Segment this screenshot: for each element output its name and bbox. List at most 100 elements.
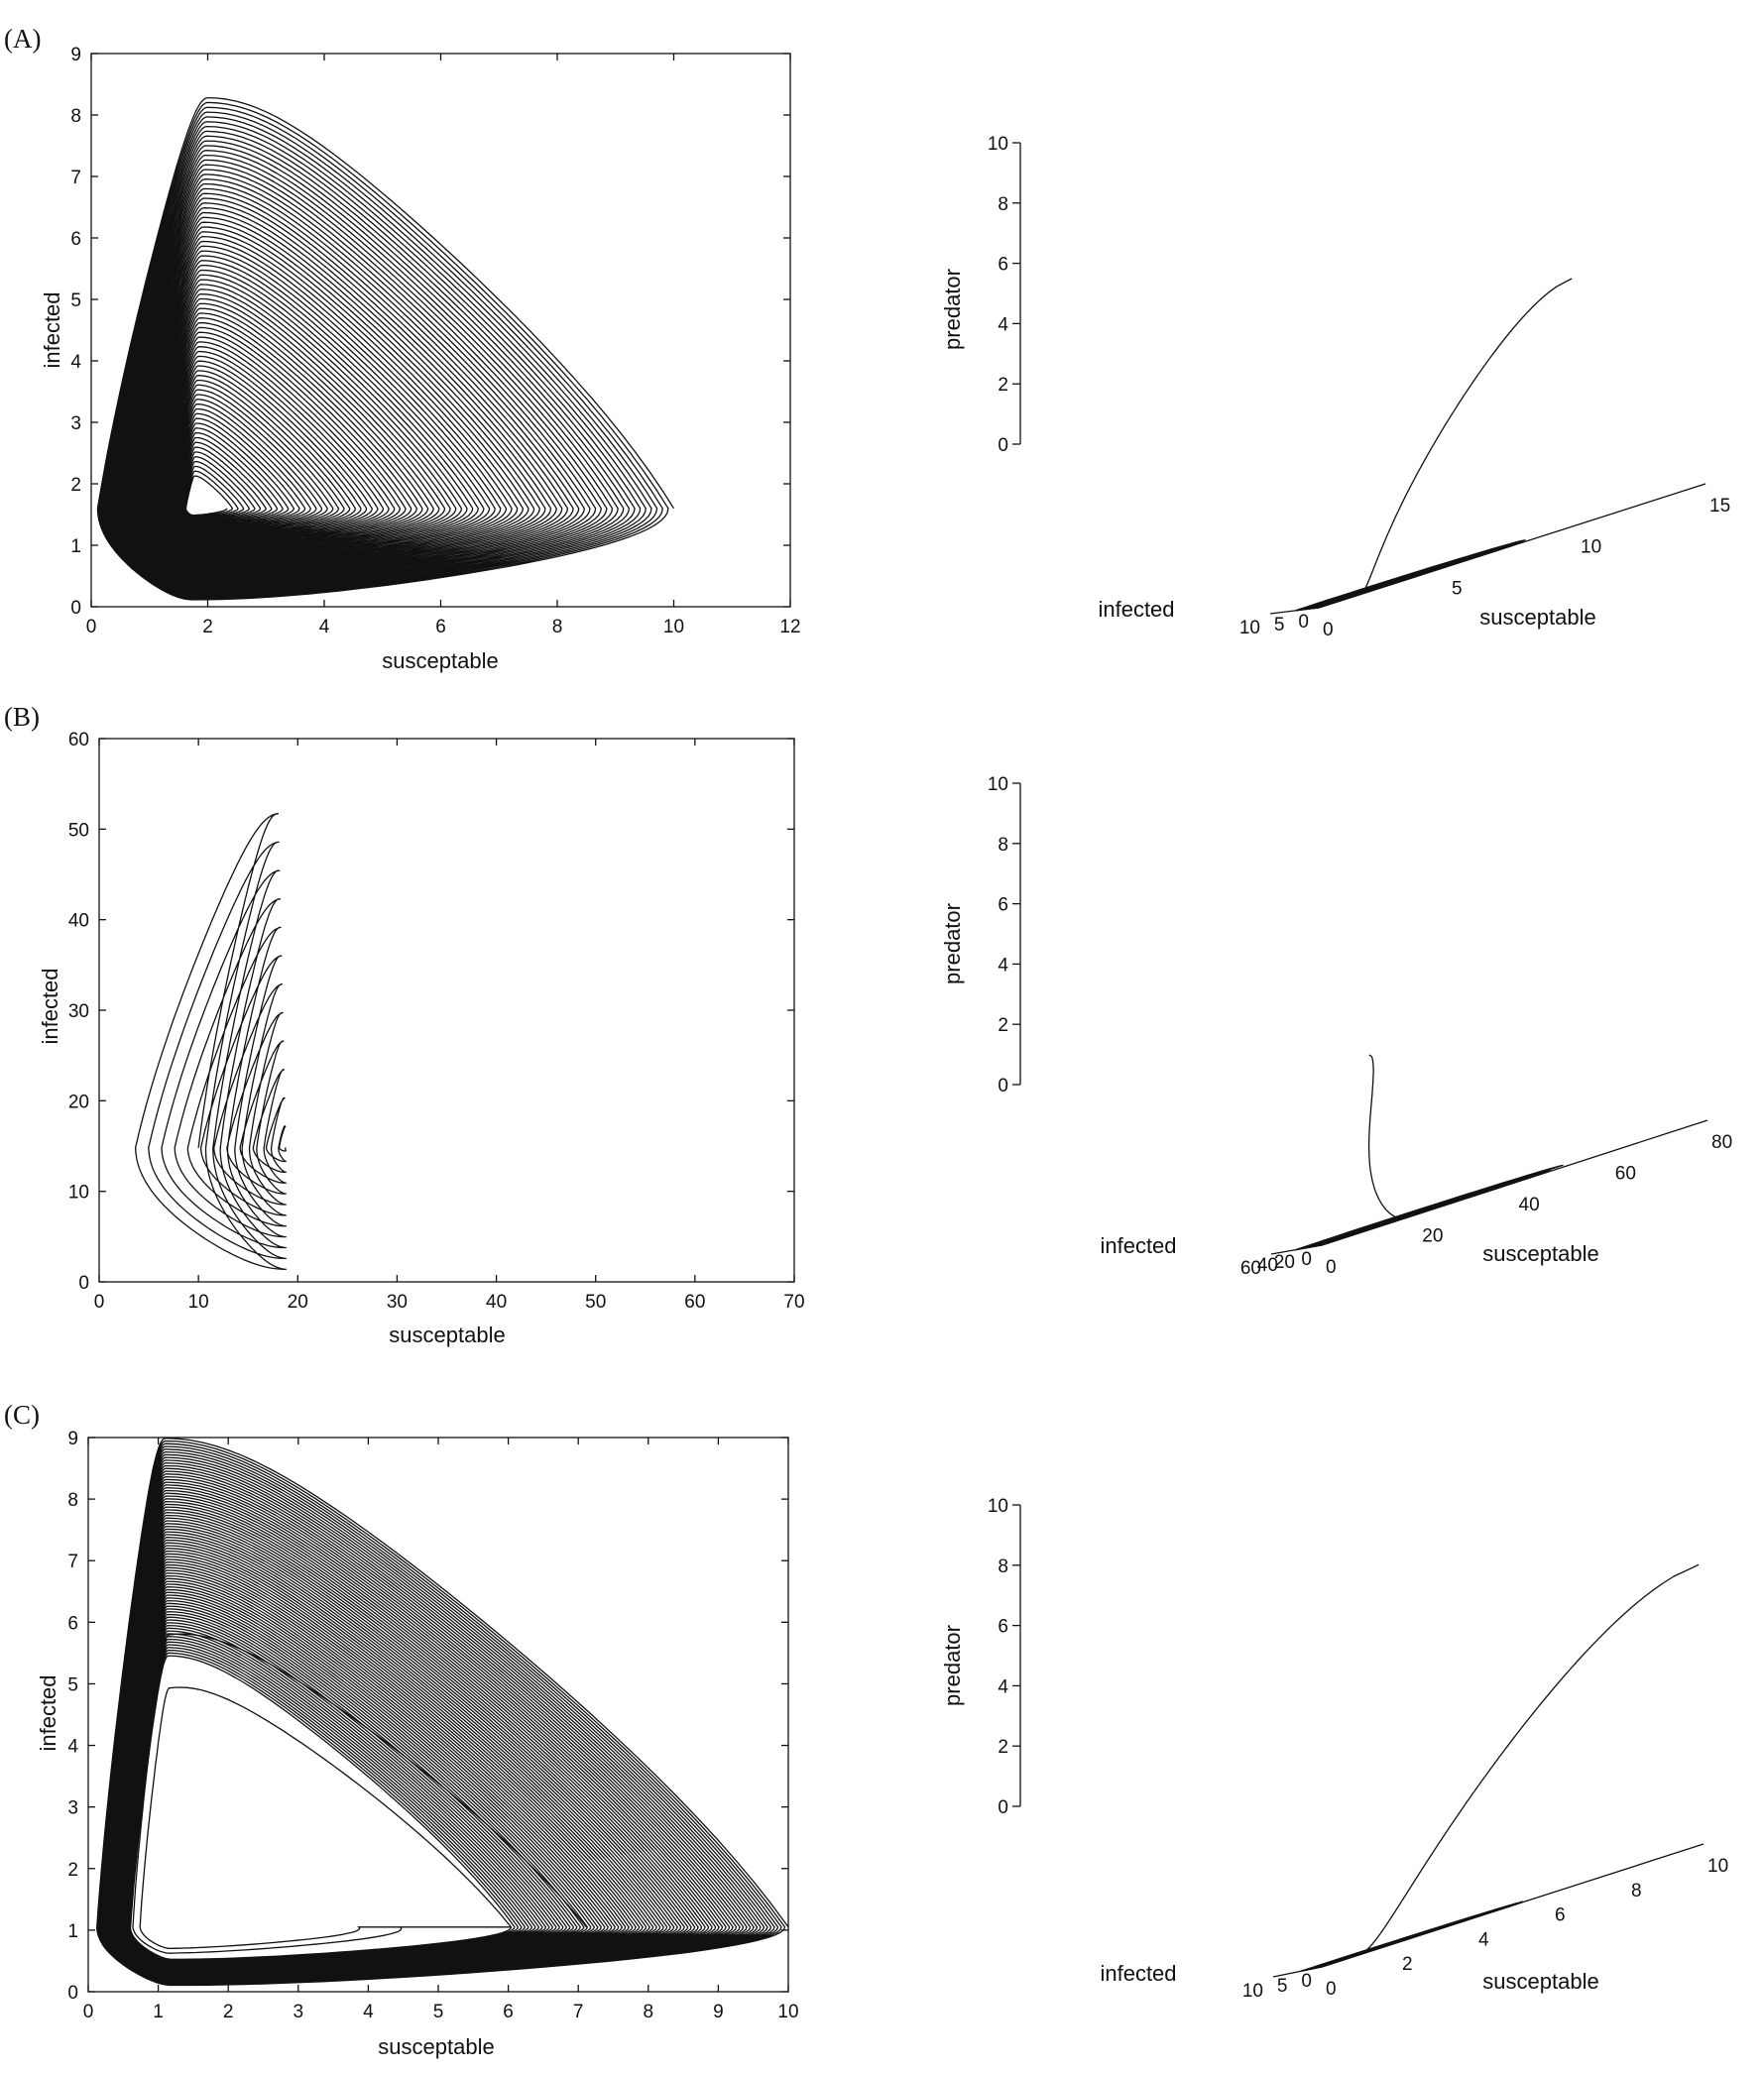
x-axis-title: susceptable (378, 2034, 494, 2059)
z-tick-label: 8 (998, 194, 1008, 215)
x-axis-title: susceptable (382, 648, 498, 673)
axes-box (98, 738, 795, 1283)
y-tick-label: 0 (78, 1273, 89, 1294)
x-tick-label: 10 (663, 617, 684, 637)
y-tick-label: 8 (67, 1490, 78, 1511)
y-tick-label: 10 (1239, 618, 1260, 638)
z-tick-label: 4 (998, 314, 1008, 335)
z-tick-label: 10 (988, 774, 1008, 795)
trajectory-curve (1294, 1054, 1564, 1251)
x-tick-label: 0 (83, 2002, 94, 2022)
x-tick-label: 0 (1323, 620, 1334, 640)
z-tick-label: 6 (998, 255, 1008, 276)
x-axis-title: susceptable (1482, 1969, 1598, 1994)
x-tick-label: 40 (486, 1292, 507, 1313)
x-tick-label: 70 (783, 1292, 804, 1313)
z-tick-label: 2 (998, 375, 1008, 396)
y-tick-label: 0 (1301, 1971, 1312, 1992)
x-tick-label: 40 (1519, 1195, 1540, 1215)
x-tick-label: 10 (1581, 537, 1601, 558)
y-axis-title: infected (40, 291, 64, 368)
plot-2d-c: susceptable infected 0 1 2 3 4 5 6 7 8 9 10 0 1 2 3 4 5 6… (36, 1429, 799, 2059)
x-tick-label: 30 (387, 1292, 408, 1313)
x-tick-label: 8 (1631, 1881, 1642, 1901)
y-tick-label: 6 (70, 229, 81, 250)
y-tick-label: 0 (70, 598, 81, 619)
x-tick-label: 12 (779, 617, 800, 637)
y-tick-label: 3 (70, 413, 81, 434)
y-tick-label: 9 (70, 45, 81, 65)
y-tick-label: 3 (67, 1798, 78, 1819)
x-tick-label: 0 (94, 1292, 105, 1313)
y-tick-label: 0 (1301, 1249, 1312, 1270)
x-tick-label: 60 (684, 1292, 705, 1313)
x-tick-label: 8 (552, 617, 563, 637)
x-tick-label: 0 (1326, 1257, 1337, 1278)
x-tick-label: 4 (363, 2002, 374, 2022)
z-tick-label: 4 (998, 955, 1008, 976)
x-tick-label: 6 (435, 617, 446, 637)
y-axis-title: infected (1100, 1233, 1176, 1258)
trajectory-curve (96, 1438, 789, 1987)
x-tick-label: 6 (503, 2002, 514, 2022)
x-tick-label: 50 (585, 1292, 606, 1313)
panel-label: (A) (4, 24, 41, 54)
x-tick-label: 15 (1709, 496, 1730, 517)
z-tick-label: 2 (998, 1737, 1008, 1758)
x-tick-label: 2 (202, 617, 213, 637)
trajectory-curve (134, 813, 287, 1270)
limit-cycle-interior (139, 1686, 513, 1950)
z-tick-label: 0 (998, 1076, 1008, 1096)
y-tick-label: 5 (67, 1674, 78, 1695)
z-tick-label: 10 (988, 134, 1008, 155)
x-tick-label: 4 (319, 617, 330, 637)
y-tick-label: 0 (1298, 612, 1309, 633)
plot-3d-c: susceptable infected predator 0 2 4 6 8 10 0 2 4… (940, 1496, 1728, 2002)
x-tick-label: 8 (644, 2002, 654, 2022)
plot-3d-a: susceptable infected predator 0246810051… (940, 134, 1730, 640)
x-axis-title: susceptable (389, 1323, 505, 1347)
plot-3d-b: susceptable infected predator 0 2 4 6 8 10 0 20… (940, 774, 1732, 1279)
y-axis-title: infected (1098, 597, 1174, 622)
y-tick-label: 4 (70, 352, 81, 373)
x-tick-label: 5 (1452, 578, 1463, 599)
x-axis-title: susceptable (1482, 1241, 1598, 1266)
z-axis-title: predator (940, 903, 965, 984)
x-tick-label: 4 (1478, 1929, 1489, 1950)
z-tick-label: 4 (998, 1676, 1008, 1697)
y-tick-label: 5 (1277, 1976, 1288, 1997)
z-tick-label: 2 (998, 1015, 1008, 1036)
y-tick-label: 60 (1240, 1258, 1261, 1279)
z-tick-label: 10 (988, 1496, 1008, 1517)
y-axis-title: infected (38, 968, 62, 1044)
y-tick-label: 2 (70, 475, 81, 496)
z-axis-title: predator (940, 1625, 965, 1706)
y-tick-label: 20 (1274, 1252, 1295, 1273)
z-tick-label: 6 (998, 895, 1008, 916)
y-tick-label: 40 (68, 911, 89, 932)
z-tick-label: 8 (998, 835, 1008, 856)
panel-a: (A) susceptable infected 0 2 4 6 8 10 12012345… (4, 24, 1730, 673)
y-tick-label: 10 (68, 1183, 89, 1204)
x-tick-label: 9 (713, 2002, 724, 2022)
trajectory-curve (1294, 278, 1573, 612)
trajectory-curve (1299, 1563, 1700, 1973)
y-tick-label: 4 (67, 1737, 78, 1758)
limit-cycle-ring (132, 1633, 588, 1954)
x-tick-label: 1 (153, 2002, 164, 2022)
y-tick-label: 5 (70, 290, 81, 311)
x-tick-label: 20 (288, 1292, 308, 1313)
y-tick-label: 2 (67, 1860, 78, 1881)
y-tick-label: 60 (68, 730, 89, 750)
y-tick-label: 30 (68, 1001, 89, 1022)
trajectory-curve (96, 96, 675, 601)
y-tick-label: 20 (68, 1092, 89, 1112)
panel-b: (B) susceptable infected 0 10 20 30 40 50 60 70… (4, 702, 1732, 1347)
y-tick-label: 7 (70, 168, 81, 188)
z-tick-label: 6 (998, 1617, 1008, 1638)
y-tick-label: 0 (67, 1983, 78, 2004)
x-tick-label: 80 (1711, 1132, 1732, 1153)
x-axis-title: susceptable (1479, 605, 1595, 630)
x-tick-label: 10 (188, 1292, 209, 1313)
